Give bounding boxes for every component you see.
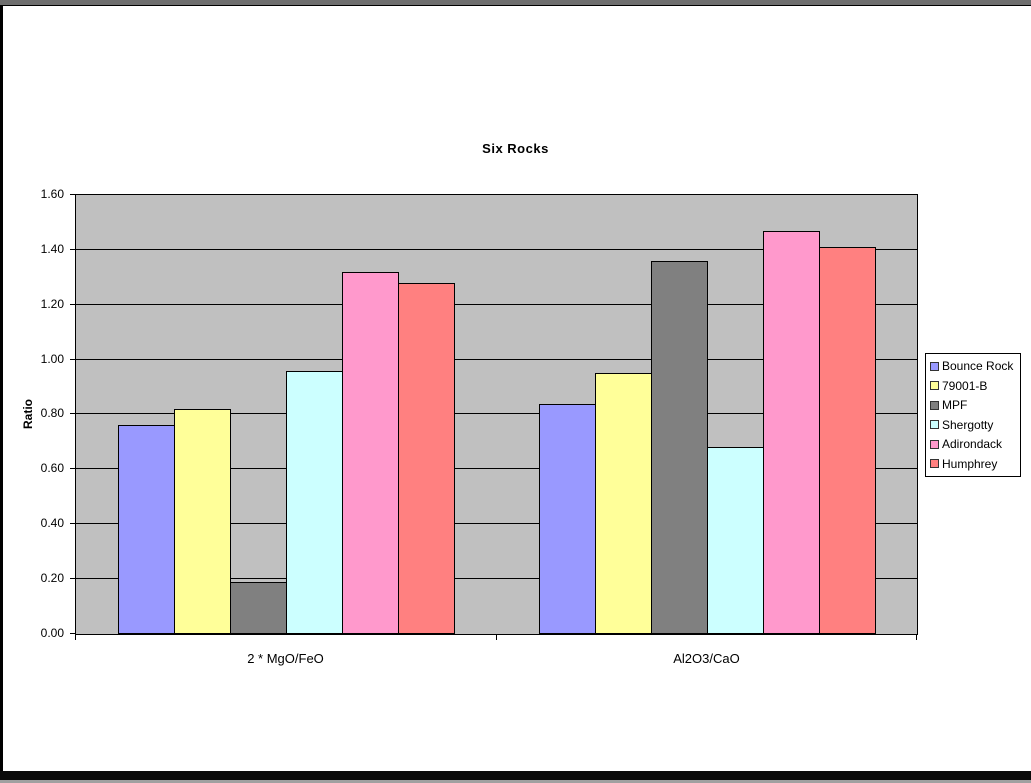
- bar-79001-b-0: [174, 409, 231, 634]
- y-tick-label: 1.20: [40, 297, 64, 311]
- window-top-border: [0, 5, 1031, 6]
- legend-item: Shergotty: [930, 418, 1020, 432]
- y-axis-tick: [70, 194, 75, 195]
- plot-area: [75, 194, 918, 635]
- y-axis-tick: [70, 578, 75, 579]
- window-top-edge: [0, 0, 1031, 5]
- y-axis-tick: [70, 413, 75, 414]
- gridline: [76, 304, 917, 305]
- y-axis-tick: [70, 304, 75, 305]
- gridline: [76, 468, 917, 469]
- x-axis-tick: [916, 635, 917, 640]
- legend-label: 79001-B: [942, 378, 988, 393]
- legend-item: Bounce Rock: [930, 359, 1020, 373]
- y-tick-label: 1.00: [40, 352, 64, 366]
- x-category-label: 2 * MgO/FeO: [247, 651, 324, 666]
- legend-item: 79001-B: [930, 379, 1020, 393]
- window-bottom-sliver: [0, 780, 1031, 783]
- legend-item: Humphrey: [930, 457, 1020, 471]
- legend-swatch-icon: [930, 439, 939, 449]
- y-tick-label: 0.60: [40, 461, 64, 475]
- y-axis-tick: [70, 359, 75, 360]
- bar-shergotty-1: [707, 447, 764, 634]
- legend-label: MPF: [942, 398, 968, 413]
- y-tick-label: 0.40: [40, 516, 64, 530]
- y-tick-label: 0.80: [40, 406, 64, 420]
- x-axis-tick: [75, 635, 76, 640]
- bar-79001-b-1: [595, 373, 652, 634]
- legend-label: Adirondack: [942, 437, 1003, 452]
- y-tick-label: 1.60: [40, 187, 64, 201]
- bar-mpf-0: [230, 582, 287, 634]
- window-bottom-edge: [0, 771, 1031, 780]
- y-axis-tick: [70, 468, 75, 469]
- legend-swatch-icon: [930, 361, 939, 371]
- legend-swatch-icon: [930, 459, 939, 469]
- y-axis-tick: [70, 249, 75, 250]
- bar-adirondack-0: [342, 272, 399, 634]
- bar-humphrey-0: [398, 283, 455, 634]
- x-axis-tick: [496, 635, 497, 640]
- bar-bounce-rock-1: [539, 404, 596, 634]
- bar-adirondack-1: [763, 231, 820, 634]
- bar-shergotty-0: [286, 371, 343, 634]
- gridline: [76, 249, 917, 250]
- legend-swatch-icon: [930, 420, 939, 430]
- legend-item: Adirondack: [930, 437, 1020, 451]
- y-tick-label: 0.20: [40, 571, 64, 585]
- bar-mpf-1: [651, 261, 708, 634]
- bar-humphrey-1: [819, 247, 876, 634]
- y-axis-tick: [70, 633, 75, 634]
- legend-item: MPF: [930, 398, 1020, 412]
- gridline: [76, 413, 917, 414]
- window-left-border: [0, 6, 3, 771]
- gridline: [76, 523, 917, 524]
- legend-label: Humphrey: [942, 456, 998, 471]
- y-tick-label: 0.00: [40, 626, 64, 640]
- legend-label: Bounce Rock: [942, 359, 1014, 374]
- y-axis-tick: [70, 523, 75, 524]
- gridline: [76, 578, 917, 579]
- y-tick-label: 1.40: [40, 242, 64, 256]
- legend-label: Shergotty: [942, 417, 994, 432]
- gridline: [76, 359, 917, 360]
- chart-title: Six Rocks: [482, 141, 549, 156]
- legend-swatch-icon: [930, 381, 939, 391]
- bar-bounce-rock-0: [118, 425, 175, 634]
- legend: Bounce Rock 79001-B MPF Shergotty Adirondack…: [925, 353, 1021, 477]
- x-category-label: Al2O3/CaO: [673, 651, 740, 666]
- legend-swatch-icon: [930, 400, 939, 410]
